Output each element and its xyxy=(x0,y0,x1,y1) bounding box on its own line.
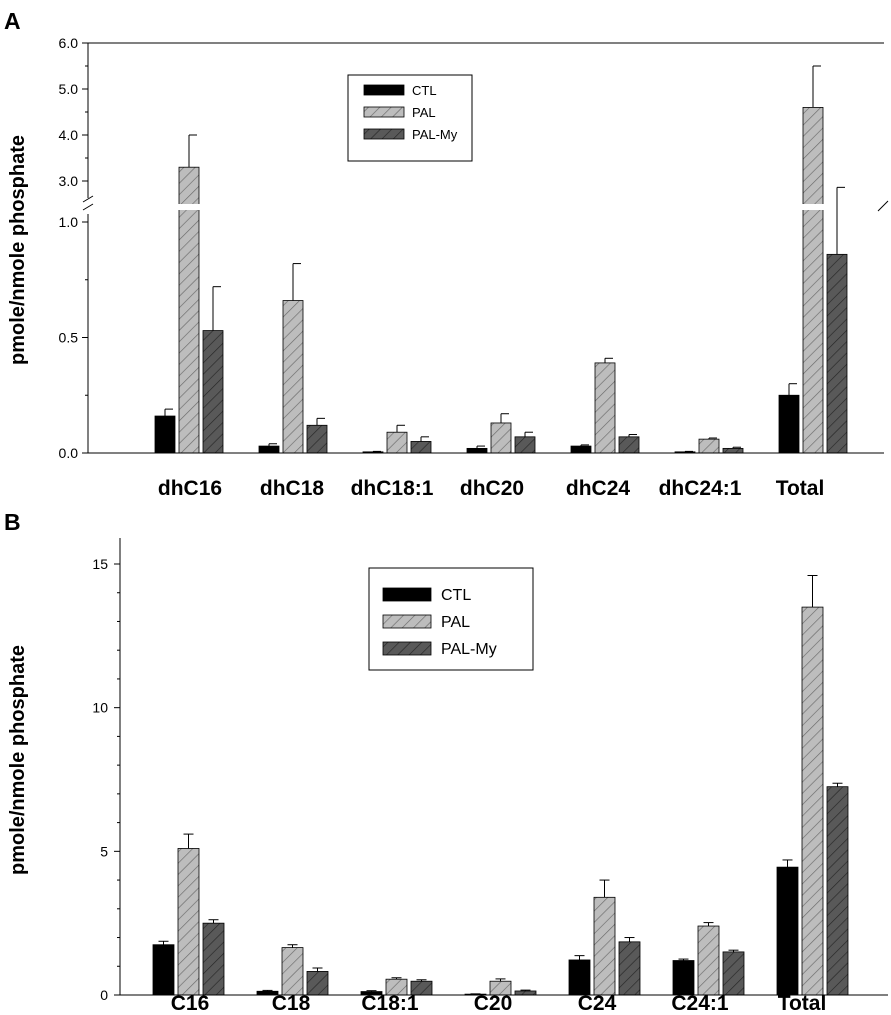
bar-a-dhc18-ctl xyxy=(258,445,280,454)
category-label-c16: C16 xyxy=(171,992,210,1015)
y-tick-label: 0.0 xyxy=(59,445,79,461)
axis-break-mark xyxy=(877,200,889,212)
bar-b-c24-pal xyxy=(593,896,616,996)
category-label-dhc24-1: dhC24:1 xyxy=(659,477,742,500)
bar-b-total-ctl xyxy=(776,866,799,996)
y-tick-label: 4.0 xyxy=(59,127,79,143)
legend-swatch-ctl xyxy=(382,587,432,602)
legend-label-ctl: CTL xyxy=(412,83,437,98)
category-label-dhc16: dhC16 xyxy=(158,477,222,500)
bar-b-c24-ctl xyxy=(568,959,591,996)
bar-a-dhc20-pal-my xyxy=(514,436,536,454)
panel-a-axes xyxy=(82,42,889,454)
category-label-c24: C24 xyxy=(578,992,617,1015)
category-label-dhc20: dhC20 xyxy=(460,477,524,500)
axis-break-mark xyxy=(82,195,94,203)
bar-a-dhc24-1-pal-my xyxy=(722,447,744,454)
bar-b-total-pal-my xyxy=(826,786,849,996)
bar-a-dhc18-1-pal xyxy=(386,431,408,454)
category-label-c24-1: C24:1 xyxy=(671,992,729,1015)
bar-a-dhc16-pal-my xyxy=(202,330,224,454)
bar-a-dhc18-pal xyxy=(282,300,304,454)
category-label-c20: C20 xyxy=(474,992,513,1015)
legend-swatch-pal-my xyxy=(382,641,432,656)
axis-break-gap xyxy=(178,204,200,210)
panel-b-bars xyxy=(152,574,849,996)
bar-a-total-ctl xyxy=(778,394,800,454)
bar-a-total-pal xyxy=(802,107,824,454)
bar-a-dhc24-pal xyxy=(594,362,616,454)
legend-swatch-pal xyxy=(363,106,405,118)
y-tick-label: 5 xyxy=(100,843,108,859)
legend-label-pal: PAL xyxy=(441,614,470,631)
panel-b-y-axis-label: pmole/nmole phosphate xyxy=(7,645,29,875)
panel-a-category-labels: dhC16 dhC18 dhC18:1 dhC20 dhC24 dhC24:1 Total xyxy=(158,477,824,500)
bar-b-c24-1-pal-my xyxy=(722,951,745,996)
bar-b-c16-pal xyxy=(177,848,200,996)
panel-b-axes xyxy=(119,538,888,996)
bar-a-dhc16-pal xyxy=(178,166,200,454)
bar-b-c24-1-pal xyxy=(697,925,720,996)
bar-a-dhc20-ctl xyxy=(466,447,488,454)
legend-label-pal: PAL xyxy=(412,105,436,120)
category-label-total: Total xyxy=(776,477,825,500)
panel-b-legend: CTL PAL PAL-My xyxy=(368,567,534,671)
bar-b-c16-ctl xyxy=(152,944,175,996)
panel-a-y-ticks: 0.0 0.5 1.0 3.0 4.0 5.0 6.0 xyxy=(59,35,88,461)
axis-break-gap xyxy=(802,204,824,210)
panel-b-y-ticks: 0 5 10 15 xyxy=(92,556,120,1003)
legend-label-ctl: CTL xyxy=(441,587,471,604)
bar-a-dhc24-1-pal xyxy=(698,438,720,454)
panel-a-legend: CTL PAL PAL-My xyxy=(347,74,473,162)
legend-label-pal-my: PAL-My xyxy=(441,641,497,658)
y-tick-label: 15 xyxy=(92,556,108,572)
legend-swatch-pal-my xyxy=(363,128,405,140)
y-tick-label: 0 xyxy=(100,987,108,1003)
category-label-dhc18: dhC18 xyxy=(260,477,325,500)
panel-b: B pmole/nmole phosphate 0 5 10 15 C16 C18 C18… xyxy=(4,509,888,1015)
bar-b-c24-1-ctl xyxy=(672,960,695,996)
panel-a-y-axis-label: pmole/nmole phosphate xyxy=(7,135,29,365)
legend-swatch-ctl xyxy=(363,84,405,96)
y-tick-label: 3.0 xyxy=(59,173,79,189)
panel-a: A pmole/nmole phosphate 0.0 0.5 1.0 3.0 4.0 5… xyxy=(4,8,889,500)
panel-b-category-labels: C16 C18 C18:1 C20 C24 C24:1 Total xyxy=(171,992,827,1015)
y-tick-label: 1.0 xyxy=(59,214,79,230)
y-tick-label: 5.0 xyxy=(59,81,79,97)
category-label-dhc18-1: dhC18:1 xyxy=(351,477,434,500)
legend-swatch-pal xyxy=(382,614,432,629)
bar-a-dhc20-pal xyxy=(490,422,512,454)
category-label-c18-1: C18:1 xyxy=(361,992,419,1015)
bar-b-c16-pal-my xyxy=(202,922,225,996)
bar-b-c18-pal xyxy=(281,947,304,996)
bar-b-total-pal xyxy=(801,606,824,996)
bar-a-dhc16-ctl xyxy=(154,415,176,454)
panel-b-label: B xyxy=(4,509,21,535)
bar-a-dhc24-ctl xyxy=(570,445,592,454)
bar-a-dhc24-pal-my xyxy=(618,436,640,454)
category-label-dhc24: dhC24 xyxy=(566,477,631,500)
y-tick-label: 0.5 xyxy=(59,330,79,346)
category-label-total: Total xyxy=(778,992,827,1015)
bar-a-dhc18-1-pal-my xyxy=(410,441,432,454)
y-tick-label: 10 xyxy=(92,700,108,716)
bar-b-c20-pal-my xyxy=(514,990,537,996)
legend-label-pal-my: PAL-My xyxy=(412,127,458,142)
y-tick-label: 6.0 xyxy=(59,35,79,51)
bar-a-total-pal-my xyxy=(826,253,848,454)
category-label-c18: C18 xyxy=(272,992,311,1015)
panel-a-bars xyxy=(154,65,848,454)
axis-break-mark xyxy=(82,203,94,211)
bar-a-dhc18-pal-my xyxy=(306,424,328,454)
bar-b-c24-pal-my xyxy=(618,941,641,996)
panel-a-label: A xyxy=(4,8,21,34)
